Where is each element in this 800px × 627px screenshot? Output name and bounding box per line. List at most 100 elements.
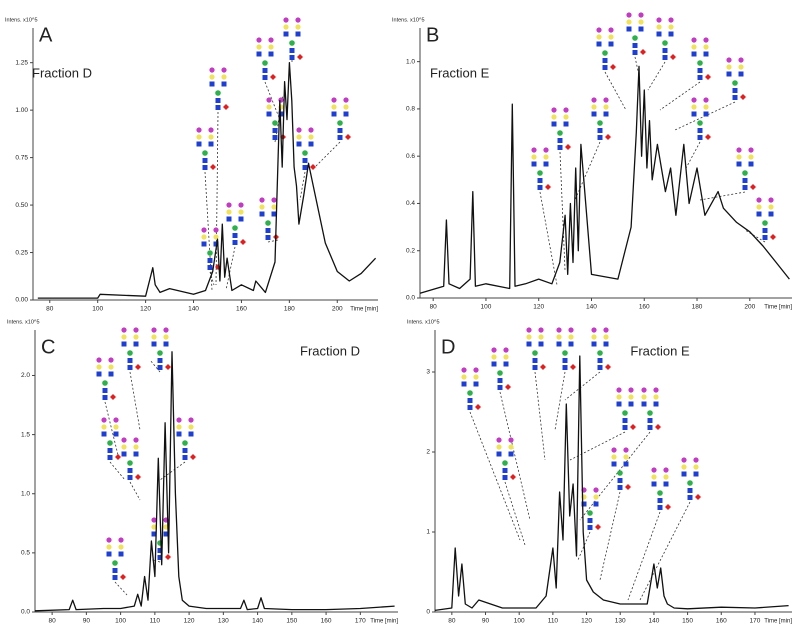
glycan-unit (597, 350, 603, 356)
glycan-unit (597, 120, 603, 126)
glycan-unit (268, 44, 274, 50)
glycan-unit (232, 233, 238, 238)
glycan-unit (259, 204, 265, 210)
leader-line (659, 81, 701, 111)
glycan-unit (491, 347, 497, 353)
glycan-unit (543, 161, 549, 167)
glycan-unit (266, 104, 272, 110)
glycan-unit (215, 98, 221, 103)
glycan-unit (207, 250, 213, 256)
glycan-unit (151, 341, 157, 347)
glycan-unit (265, 220, 271, 226)
glycan-unit (157, 548, 163, 553)
glycan-unit (115, 454, 121, 460)
glycan-unit (289, 40, 295, 46)
glycan-unit (531, 147, 537, 153)
glycan-unit (616, 401, 622, 407)
glycan-unit (302, 158, 308, 163)
glycan-unit (133, 444, 139, 450)
glycan-unit (201, 234, 207, 240)
glycan-unit (750, 184, 756, 190)
glycan-unit (213, 234, 219, 240)
leader-line (627, 511, 661, 601)
glycan-unit (703, 111, 709, 117)
glycan-unit (587, 510, 593, 516)
glycan-unit (557, 145, 563, 150)
glycan-unit (593, 487, 599, 493)
leader-line (114, 581, 128, 596)
glycan-unit (121, 451, 127, 457)
glycan-unit (497, 385, 503, 390)
glycan-unit (563, 114, 569, 120)
glycan-unit (656, 24, 662, 30)
glycan-unit (102, 388, 108, 393)
glycan-unit (591, 334, 597, 340)
glycan-unit (163, 341, 169, 347)
glycan-unit (602, 58, 608, 63)
glycan-unit (467, 405, 473, 410)
glycan-unit (625, 484, 631, 490)
glycan-unit (603, 97, 609, 103)
glycan-unit (502, 468, 508, 473)
glycan-unit (497, 370, 503, 376)
glycan-unit (742, 178, 748, 183)
y-axis-label: Intens. x10^5 (7, 319, 40, 325)
glycan-unit (289, 48, 295, 53)
chromatogram-line (434, 355, 789, 612)
glycan-unit (238, 209, 244, 215)
glycan-unit (653, 387, 659, 393)
glycan-unit (705, 74, 711, 80)
glycan-unit (703, 37, 709, 43)
glycan-unit (102, 380, 108, 386)
glycan-unit (151, 327, 157, 333)
glycan-unit (343, 111, 349, 117)
y-tick-label: 0 (426, 609, 430, 616)
glycan-unit (176, 424, 182, 430)
leader-line (639, 501, 691, 601)
glycan-unit (681, 464, 687, 470)
x-tick-label: 200 (744, 304, 755, 311)
glycan-unit (562, 350, 568, 356)
glycan-unit (617, 485, 623, 490)
y-axis-label: Intens. x10^5 (392, 17, 425, 23)
glycan-unit (127, 460, 133, 466)
y-tick-label: 1.25 (15, 59, 28, 66)
glycan-unit (308, 127, 314, 133)
glycan-unit (691, 111, 697, 117)
glycan-unit (531, 154, 537, 160)
glycan-unit (302, 165, 308, 170)
fraction-label: Fraction D (32, 65, 92, 80)
y-tick-label: 1.0 (21, 490, 30, 497)
glycan-unit (502, 475, 508, 480)
glycan-unit (687, 480, 693, 486)
glycan-unit (308, 141, 314, 147)
glycan-unit (272, 120, 278, 126)
chromatogram-line (34, 351, 395, 612)
glycan-unit (491, 361, 497, 367)
glycan-unit (127, 468, 133, 473)
y-tick-label: 2 (426, 449, 430, 456)
y-tick-label: 1.0 (406, 58, 415, 65)
glycan-unit (638, 26, 644, 32)
glycan-unit (157, 555, 163, 560)
glycan-unit (670, 54, 676, 60)
glycan-unit (196, 134, 202, 140)
glycan-unit (647, 418, 653, 423)
glycan-unit (496, 444, 502, 450)
glycan-unit (691, 37, 697, 43)
glycan-unit (662, 40, 668, 46)
glycan-unit (632, 35, 638, 41)
glycan-unit (272, 135, 278, 140)
glycan-unit (295, 31, 301, 37)
glycan-unit (597, 135, 603, 140)
glycan-unit (608, 34, 614, 40)
glycan-unit (617, 470, 623, 476)
glycan-unit (226, 216, 232, 222)
glycan-unit (697, 75, 703, 80)
leader-line (311, 141, 341, 171)
glycan-unit (596, 27, 602, 33)
glycan-unit (108, 357, 114, 363)
leader-line (129, 371, 141, 431)
y-tick-label: 0.00 (15, 297, 28, 304)
glycan-unit (238, 202, 244, 208)
